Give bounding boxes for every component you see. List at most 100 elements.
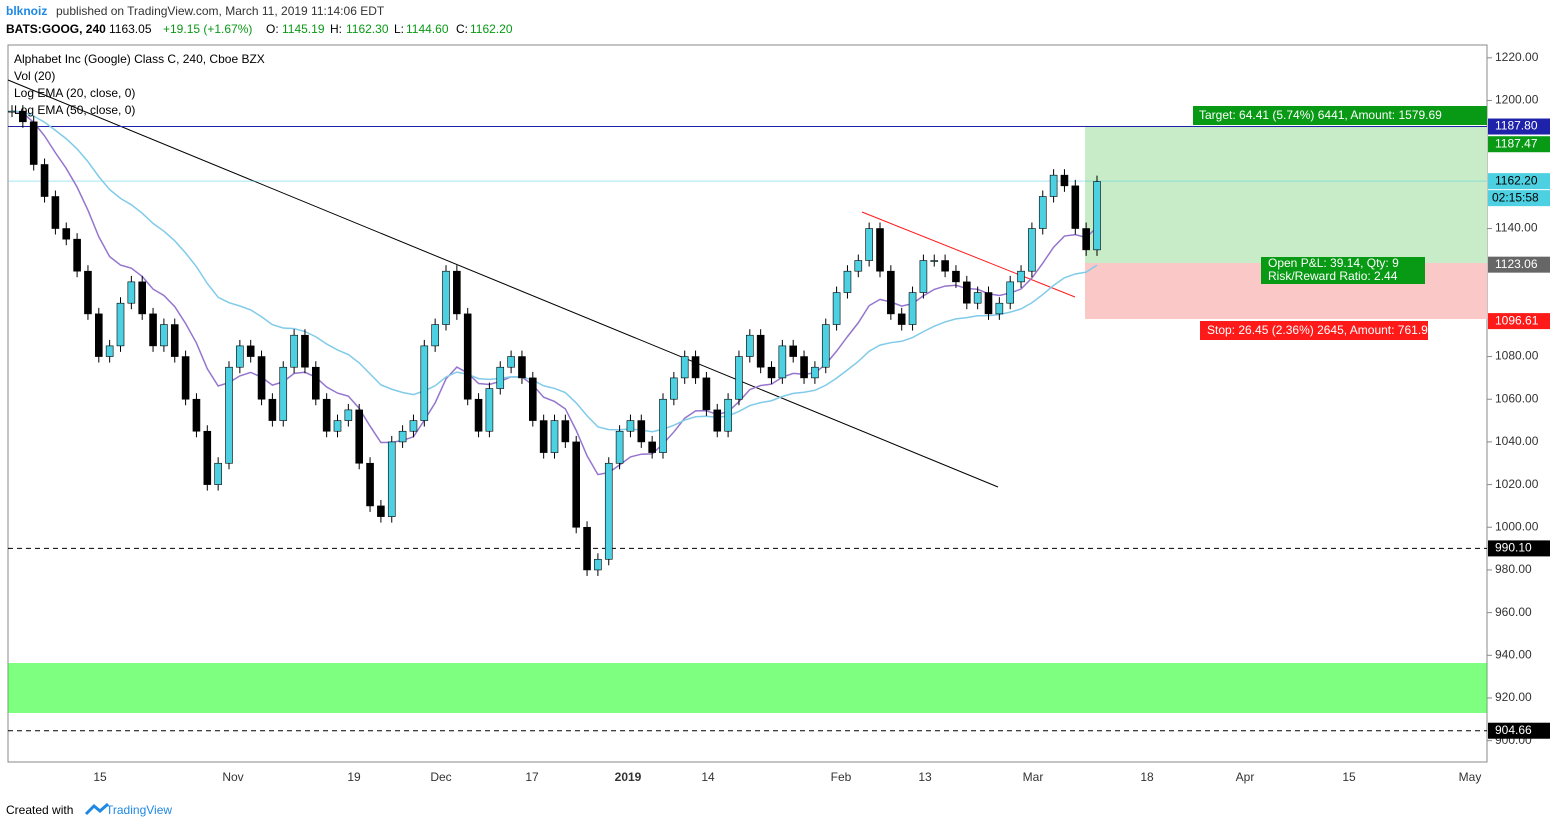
candle <box>1060 174 1069 187</box>
change: +19.15 (+1.67%) <box>163 22 252 36</box>
candle <box>181 356 190 400</box>
o: 1145.19 <box>282 22 325 36</box>
price-tag <box>1488 722 1550 739</box>
x-tick-label: 15 <box>93 770 107 784</box>
candle <box>800 356 808 379</box>
created: Created with <box>6 803 73 817</box>
price-tag-label: 1123.06 <box>1495 257 1538 271</box>
x-tick-label: 19 <box>347 770 361 784</box>
volume-band <box>8 663 1487 713</box>
candle <box>387 441 396 517</box>
candle <box>941 260 949 272</box>
price-tag-label: 1187.80 <box>1495 119 1538 133</box>
x-tick-label: Nov <box>222 770 243 784</box>
candle <box>279 366 288 421</box>
candle <box>518 356 526 379</box>
candle <box>246 345 255 357</box>
h-label: H: <box>330 22 342 36</box>
candle <box>528 377 537 421</box>
candle <box>73 238 81 272</box>
candle <box>767 366 776 379</box>
candle <box>1093 181 1101 251</box>
c: 1162.20 <box>470 22 513 36</box>
candle <box>1006 281 1015 304</box>
author: blknoiz <box>6 4 47 18</box>
published: published on TradingView.com, March 11, … <box>56 4 385 18</box>
price-tag-label: 1187.47 <box>1495 136 1538 150</box>
candle <box>876 228 884 272</box>
candle <box>496 366 505 389</box>
legend-vol: Vol (20) <box>14 69 55 83</box>
candle <box>257 356 266 400</box>
candle <box>62 228 71 240</box>
candle <box>680 356 689 379</box>
candle <box>821 324 830 368</box>
candle <box>236 345 244 368</box>
brand: TradingView <box>106 803 172 817</box>
countdown: 02:15:58 <box>1492 190 1539 204</box>
price-tag-label: 1096.61 <box>1495 313 1539 327</box>
candle <box>268 398 277 421</box>
candle <box>659 398 667 453</box>
x-tick-label: May <box>1459 770 1482 784</box>
x-tick-label: Mar <box>1023 770 1044 784</box>
candle <box>507 356 515 368</box>
candle <box>138 281 146 315</box>
candle <box>572 441 581 528</box>
candle <box>811 366 819 379</box>
candle <box>691 356 700 379</box>
candle <box>160 324 168 347</box>
candle <box>8 110 16 113</box>
candle <box>377 505 385 517</box>
candle <box>539 420 548 453</box>
candle <box>973 292 982 304</box>
candle <box>453 270 461 315</box>
symbol: BATS:GOOG, 240 <box>6 22 106 36</box>
price-tag-label: 990.10 <box>1495 541 1532 555</box>
plot-frame <box>7 44 1488 763</box>
footer: Created with TradingView <box>6 802 172 817</box>
candle <box>561 420 570 443</box>
candle <box>865 228 873 261</box>
candle <box>724 398 732 432</box>
candle <box>40 164 49 197</box>
legend-ema20: Log EMA (20, close, 0) <box>14 86 135 100</box>
candle <box>952 270 960 283</box>
candle <box>420 345 429 421</box>
legend-title: Alphabet Inc (Google) Class C, 240, Cboe… <box>14 52 265 66</box>
candle <box>431 324 439 347</box>
y-tick-label: 1000.00 <box>1495 519 1539 533</box>
candle <box>713 409 722 432</box>
candle <box>1071 185 1080 229</box>
pnl-text: Open P&L: 39.14, Qty: 9 <box>1268 256 1399 270</box>
candle <box>116 302 125 347</box>
candle <box>170 324 179 357</box>
price-tag <box>1488 313 1550 330</box>
candle <box>51 196 60 229</box>
candle <box>908 292 917 325</box>
candle <box>984 292 993 315</box>
candle <box>843 270 852 293</box>
candle <box>583 526 591 571</box>
trend-line-red <box>861 211 1076 298</box>
y-tick-label: 1060.00 <box>1495 391 1539 405</box>
candle <box>322 398 331 432</box>
candle <box>789 345 798 357</box>
last: 1163.05 <box>109 22 152 36</box>
candle <box>192 398 201 432</box>
candle <box>745 334 754 357</box>
candle <box>105 345 114 357</box>
x-tick-label: 13 <box>918 770 932 784</box>
candle <box>311 366 320 400</box>
candle <box>463 313 472 400</box>
l: 1144.60 <box>406 22 449 36</box>
candle <box>626 420 635 432</box>
candle <box>474 398 483 432</box>
target-box <box>1193 106 1487 125</box>
o-label: O: <box>266 22 279 36</box>
x-tick-label: Apr <box>1236 770 1255 784</box>
candle <box>648 441 656 453</box>
stop-box <box>1200 321 1428 340</box>
x-tick-label: 18 <box>1140 770 1154 784</box>
y-tick-label: 1140.00 <box>1495 221 1538 235</box>
